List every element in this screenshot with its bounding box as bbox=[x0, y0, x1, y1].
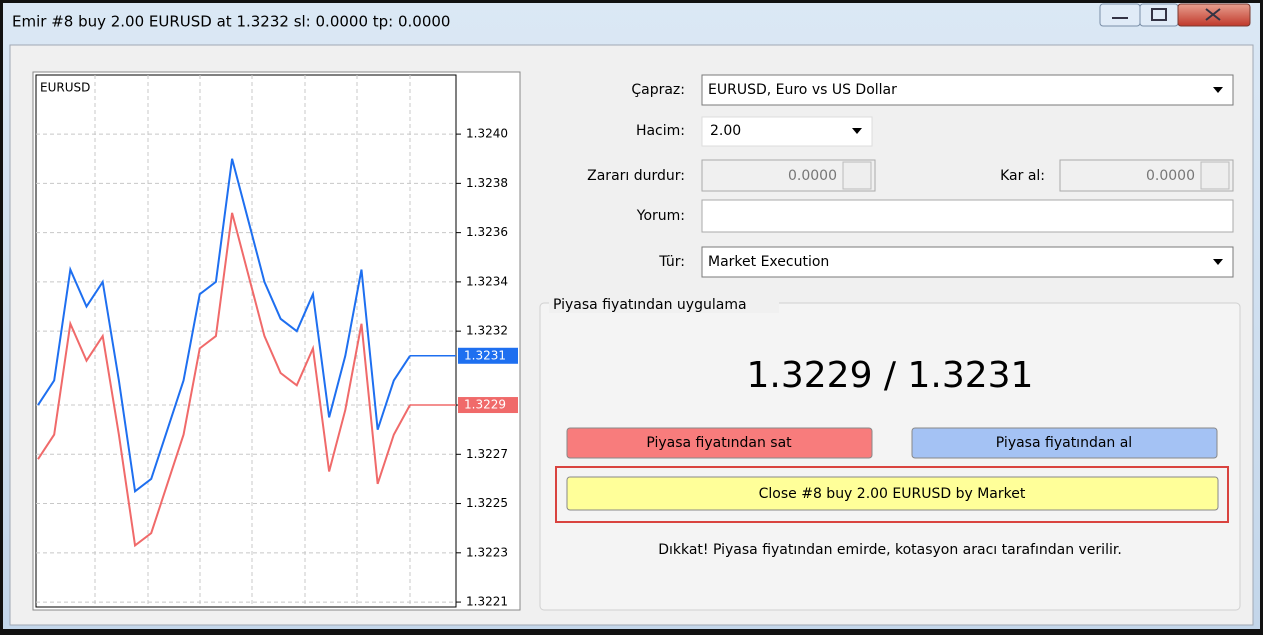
maximize[interactable] bbox=[1139, 3, 1179, 27]
y-tick-label: 1.3234 bbox=[466, 274, 508, 288]
form: Çapraz: EURUSD, Euro vs US Dollar Hacim:… bbox=[539, 74, 1241, 611]
price-tag bbox=[458, 347, 518, 364]
sl-value: 0.0000 bbox=[788, 168, 837, 184]
window-icons bbox=[1112, 8, 1221, 21]
group-title-bg bbox=[549, 295, 779, 313]
tp-value: 0.0000 bbox=[1146, 168, 1195, 184]
y-tick-label: 1.3238 bbox=[466, 176, 508, 190]
symbol-label: Çapraz: bbox=[631, 82, 685, 98]
close-button[interactable] bbox=[566, 476, 1219, 511]
highlight bbox=[555, 466, 1229, 523]
sell-button[interactable] bbox=[566, 427, 873, 459]
buy-button[interactable] bbox=[911, 427, 1218, 459]
type-label: Tür: bbox=[658, 254, 685, 270]
y-tick-label: 1.3225 bbox=[466, 496, 508, 510]
y-tick-label: 1.3227 bbox=[466, 447, 508, 461]
y-tick-label: 1.3232 bbox=[466, 324, 508, 338]
comment-input[interactable] bbox=[701, 199, 1234, 233]
type-value: Market Execution bbox=[708, 254, 829, 270]
volume-label: Hacim: bbox=[636, 123, 685, 139]
close-label: Close #8 buy 2.00 EURUSD by Market bbox=[759, 486, 1026, 502]
price-tag-label: 1.3229 bbox=[464, 398, 506, 412]
y-tick-label: 1.3240 bbox=[466, 127, 508, 141]
price-tag-label: 1.3231 bbox=[464, 348, 506, 362]
window-title: Emir #8 buy 2.00 EURUSD at 1.3232 sl: 0.… bbox=[12, 13, 450, 31]
symbol-value: EURUSD, Euro vs US Dollar bbox=[708, 82, 897, 98]
group-title: Piyasa fiyatından uygulama bbox=[553, 297, 747, 313]
dropdown-arrow bbox=[1213, 87, 1223, 93]
symbol-select[interactable] bbox=[701, 74, 1234, 106]
type-select[interactable] bbox=[701, 246, 1234, 278]
spinner[interactable] bbox=[842, 161, 872, 190]
tp-label: Kar al: bbox=[1000, 168, 1045, 184]
spinner[interactable] bbox=[1200, 161, 1230, 190]
price: 1.3229 / 1.3231 bbox=[747, 355, 1034, 396]
y-tick-label: 1.3236 bbox=[466, 225, 508, 239]
y-tick-label: 1.3223 bbox=[466, 545, 508, 559]
y-tick-label: 1.3221 bbox=[466, 595, 508, 609]
notice: Dıkkat! Piyasa fiyatından emirde, kotasy… bbox=[658, 542, 1122, 558]
sell-label: Piyasa fiyatından sat bbox=[646, 435, 792, 451]
chart-bg bbox=[32, 71, 521, 611]
sl-label: Zararı durdur: bbox=[587, 168, 685, 184]
plot-frame bbox=[35, 74, 457, 608]
dropdown-arrow bbox=[1213, 259, 1223, 265]
dropdown-arrow bbox=[852, 128, 862, 134]
price-line bbox=[37, 158, 411, 494]
group-box bbox=[539, 302, 1241, 611]
buy-label: Piyasa fiyatından al bbox=[996, 435, 1132, 451]
symbol-label: EURUSD bbox=[40, 81, 90, 95]
price-tag bbox=[458, 397, 518, 414]
volume-select[interactable] bbox=[701, 116, 873, 147]
volume-value: 2.00 bbox=[710, 123, 741, 139]
minimize[interactable] bbox=[1099, 3, 1141, 27]
price-line bbox=[37, 212, 411, 548]
chart-panel: EURUSD 1.3240 1.3238 1.3236 1.3234 1.3232 1.3… bbox=[32, 71, 521, 611]
comment-label: Yorum: bbox=[636, 208, 685, 224]
